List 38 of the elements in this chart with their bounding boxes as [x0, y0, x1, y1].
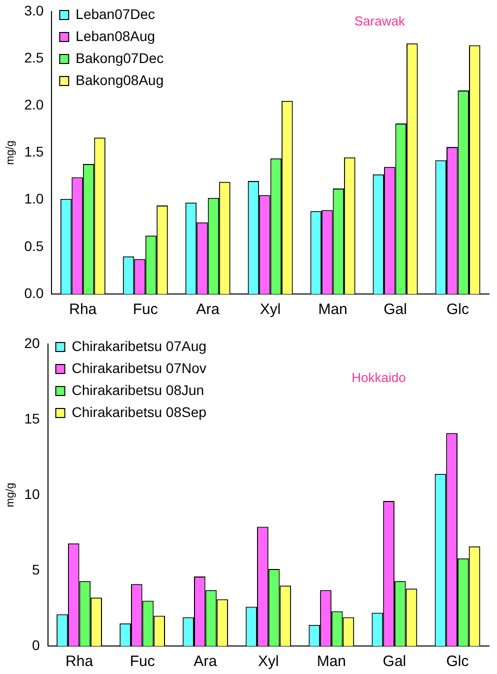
y-tick-label: 1.5	[24, 144, 44, 160]
legend-label: Chirakaribetsu 08Sep	[72, 404, 207, 420]
x-tick-label: Man	[318, 301, 348, 318]
legend-label: Chirakaribetsu 08Jun	[72, 382, 204, 398]
x-tick-label: Man	[316, 653, 346, 670]
y-axis-title: mg/g	[4, 140, 17, 165]
y-tick-label: 10	[24, 486, 40, 502]
x-tick-label: Xyl	[258, 653, 279, 670]
x-tick-label: Gal	[382, 653, 406, 670]
y-tick-label: 0.5	[24, 238, 44, 254]
annotation: Sarawak	[354, 13, 406, 28]
y-tick-label: 0	[32, 636, 40, 653]
x-tick-label: Rha	[69, 301, 98, 318]
legend-label: Chirakaribetsu 07Aug	[72, 338, 206, 354]
y-tick-label: 0.0	[24, 284, 44, 301]
y-tick-label: 20	[24, 334, 40, 351]
x-tick-label: Glc	[446, 301, 470, 318]
x-tick-label: Glc	[446, 653, 470, 670]
legend-label: Leban08Aug	[76, 28, 156, 44]
legend-label: Bakong08Aug	[76, 72, 164, 88]
legend-label: Chirakaribetsu 07Nov	[72, 360, 206, 376]
y-tick-label: 5	[32, 561, 40, 578]
y-tick-label: 1.0	[24, 190, 44, 207]
x-tick-label: Fuc	[132, 301, 158, 318]
y-tick-label: 15	[24, 410, 40, 426]
legend-label: Leban07Dec	[76, 6, 156, 22]
x-tick-label: Rha	[66, 653, 94, 670]
y-tick-label: 3.0	[24, 2, 44, 18]
x-tick-label: Xyl	[260, 301, 281, 318]
x-tick-label: Gal	[384, 301, 407, 318]
x-tick-label: Fuc	[130, 653, 156, 670]
annotation: Hokkaido	[352, 370, 406, 386]
y-axis-title: mg/g	[4, 482, 17, 508]
y-tick-label: 2.0	[24, 96, 44, 112]
x-tick-label: Ara	[194, 653, 218, 670]
x-tick-label: Ara	[196, 301, 220, 318]
y-tick-label: 2.5	[24, 49, 44, 66]
legend-label: Bakong07Dec	[76, 50, 164, 66]
